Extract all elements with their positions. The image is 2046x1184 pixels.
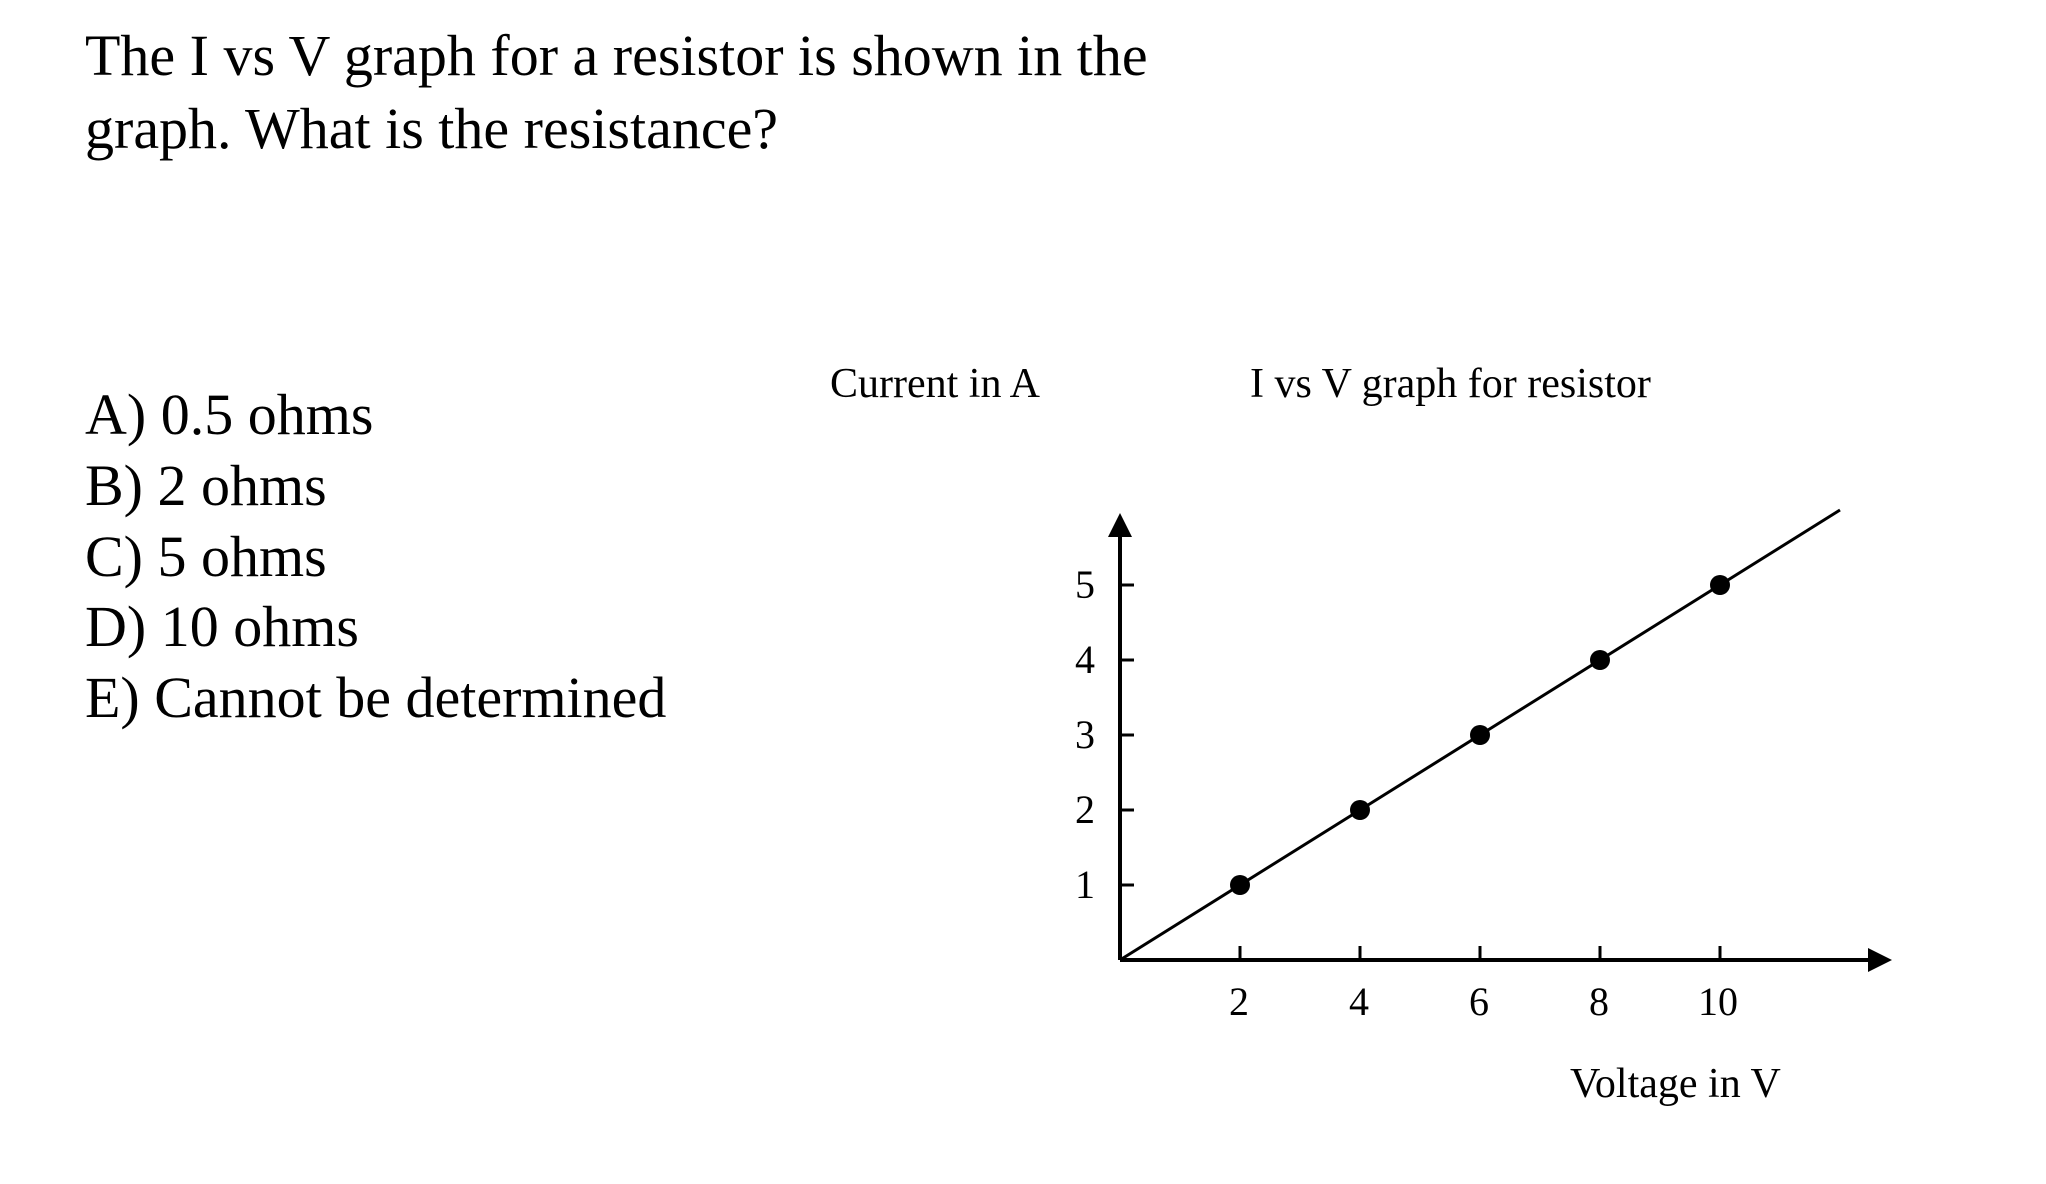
option-c: C) 5 ohms: [85, 522, 666, 593]
y-tick-label: 2: [1075, 786, 1095, 833]
data-point: [1350, 800, 1370, 820]
y-tick-label: 1: [1075, 861, 1095, 908]
question-line-2: graph. What is the resistance?: [85, 96, 778, 161]
y-tick-label: 3: [1075, 711, 1095, 758]
answer-options: A) 0.5 ohms B) 2 ohms C) 5 ohms D) 10 oh…: [85, 380, 666, 734]
option-e: E) Cannot be determined: [85, 663, 666, 734]
x-tick-label: 8: [1589, 978, 1609, 1025]
data-point: [1590, 650, 1610, 670]
data-point: [1710, 575, 1730, 595]
option-a: A) 0.5 ohms: [85, 380, 666, 451]
data-point: [1230, 875, 1250, 895]
x-axis-label: Voltage in V: [1570, 1060, 1781, 1108]
y-tick-label: 5: [1075, 561, 1095, 608]
question-text: The I vs V graph for a resistor is shown…: [85, 20, 1285, 165]
data-point: [1470, 725, 1490, 745]
page: The I vs V graph for a resistor is shown…: [0, 0, 2046, 1184]
iv-chart: Current in A I vs V graph for resistor V…: [830, 360, 1930, 1110]
x-tick-label: 10: [1698, 978, 1738, 1025]
chart-svg: [830, 360, 1930, 1120]
x-tick-label: 6: [1469, 978, 1489, 1025]
option-d: D) 10 ohms: [85, 592, 666, 663]
question-line-1: The I vs V graph for a resistor is shown…: [85, 23, 1148, 88]
x-tick-label: 2: [1229, 978, 1249, 1025]
y-tick-label: 4: [1075, 636, 1095, 683]
x-tick-label: 4: [1349, 978, 1369, 1025]
option-b: B) 2 ohms: [85, 451, 666, 522]
